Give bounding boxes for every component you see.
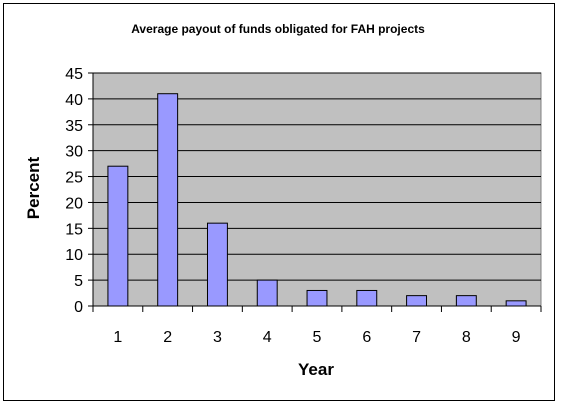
y-axis-title: Percent <box>24 156 43 219</box>
x-tick-labels: 1 2 3 4 5 6 7 8 9 <box>113 329 520 346</box>
chart-title: Average payout of funds obligated for FA… <box>131 22 425 36</box>
bar-year-7 <box>406 295 428 307</box>
y-tick-label: 5 <box>74 273 83 290</box>
y-tick-label: 15 <box>65 221 83 238</box>
axes <box>88 72 542 312</box>
y-tick-label: 40 <box>65 92 83 109</box>
x-tick-label: 2 <box>163 329 172 346</box>
bar-year-5 <box>306 289 328 307</box>
y-tick-label: 25 <box>65 170 83 187</box>
y-tick-label: 45 <box>65 66 83 83</box>
y-tick-label: 10 <box>65 247 83 264</box>
bar-year-6 <box>356 289 378 307</box>
x-tick-label: 3 <box>213 329 222 346</box>
bars <box>107 93 527 307</box>
bar-year-3 <box>206 222 228 307</box>
x-tick-label: 7 <box>412 329 421 346</box>
x-tick-label: 9 <box>512 329 521 346</box>
x-tick-label: 8 <box>462 329 471 346</box>
x-tick-label: 4 <box>263 329 272 346</box>
x-tick-label: 5 <box>313 329 322 346</box>
x-tick-label: 1 <box>113 329 122 346</box>
y-tick-label: 30 <box>65 144 83 161</box>
bar-year-8 <box>455 295 477 307</box>
y-tick-label: 20 <box>65 195 83 212</box>
bar-year-1 <box>107 165 129 307</box>
bar-year-2 <box>157 93 179 307</box>
bar-year-4 <box>256 279 278 307</box>
y-tick-labels: 0 5 10 15 20 25 30 35 40 45 <box>65 66 83 316</box>
bar-year-9 <box>505 300 527 307</box>
y-tick-label: 0 <box>74 299 83 316</box>
x-tick-label: 6 <box>362 329 371 346</box>
x-axis-title: Year <box>298 360 334 379</box>
y-tick-label: 35 <box>65 118 83 135</box>
